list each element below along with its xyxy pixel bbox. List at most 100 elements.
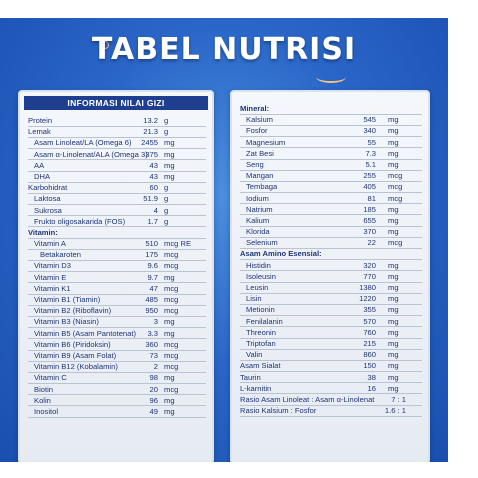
nutrient-row: Vitamin B5 (Asam Pantotenat) 3.3 mg	[28, 329, 206, 339]
nutrient-label: Vitamin C	[34, 373, 67, 383]
nutrient-value: 485	[145, 295, 158, 304]
row-divider	[28, 181, 206, 183]
nutrient-row: Vitamin C 98 mg	[28, 373, 206, 383]
nutrient-row: Vitamin E 9.7 mg	[28, 273, 206, 283]
row-divider	[28, 260, 206, 262]
row-divider	[28, 159, 206, 161]
nutrient-unit: mcg	[164, 362, 179, 372]
nutrient-unit: mg	[388, 159, 399, 169]
nutrient-row: Fosfor 340 mg	[240, 126, 422, 136]
nutrient-label: Asam Linoleat/LA (Omega 6)	[34, 138, 132, 148]
nutrient-row: Threonin 760 mg	[240, 328, 422, 338]
nutrient-unit: mcg	[164, 295, 179, 304]
nutrient-label: Isoleusin	[246, 271, 276, 281]
nutrient-unit: mcg	[388, 182, 403, 192]
nutrient-unit: mg	[388, 271, 399, 281]
row-divider	[240, 158, 422, 160]
nutrient-unit: g	[164, 194, 169, 204]
nutrient-unit: mg	[388, 227, 399, 237]
row-divider	[28, 237, 206, 239]
nutrient-row: Valin 860 mg	[240, 350, 422, 360]
nutrient-unit: g	[164, 216, 169, 226]
nutrient-value: 255	[363, 171, 376, 181]
row-divider	[28, 327, 206, 329]
nutrient-row: Sukrosa 4 g	[28, 206, 206, 216]
nutrient-label: Asam α-Linolenat/ALA (Omega 3)	[34, 149, 148, 159]
nutrient-label: Vitamin K1	[34, 283, 71, 293]
nutrient-value: 370	[363, 227, 376, 237]
nutrient-label: Lemak	[28, 127, 51, 137]
nutrient-row: Karbohidrat 60 g	[28, 183, 206, 193]
row-divider	[28, 215, 206, 217]
nutrient-value: 655	[363, 215, 376, 225]
nutrient-row: Vitamin B3 (Niasin) 3 mg	[28, 317, 206, 327]
nutrient-label: Vitamin B2 (Riboflavin)	[34, 306, 112, 316]
nutrient-value: 96	[149, 395, 158, 405]
row-divider	[240, 415, 422, 417]
row-divider	[28, 405, 206, 407]
nutrient-row: Leusin 1380 mg	[240, 283, 422, 293]
section-label: Vitamin:	[28, 227, 58, 237]
nutrient-unit: mcg	[164, 261, 179, 271]
nutrient-label: Seng	[246, 159, 264, 169]
nutrition-rows-right: Mineral: Kalsium 545 mg Fosfor 340 mg Magnesium…	[232, 92, 428, 417]
nutrient-unit: mcg	[164, 306, 179, 316]
nutrient-row: Triptofan 215 mg	[240, 339, 422, 349]
nutrient-value: 51.9	[143, 194, 158, 204]
row-divider	[28, 360, 206, 362]
nutrient-value: 98	[149, 373, 158, 383]
row-divider	[28, 136, 206, 138]
nutrient-value: 360	[145, 339, 158, 349]
nutrient-unit: mg	[388, 148, 399, 158]
row-divider	[240, 225, 422, 227]
nutrient-unit: mg	[388, 215, 399, 225]
nutrient-unit: mcg	[164, 339, 179, 349]
row-divider	[28, 383, 206, 385]
row-divider	[240, 281, 422, 283]
nutrient-row: Taurin 38 mg	[240, 373, 422, 383]
nutrient-label: Frukto oligosakarida (FOS)	[34, 216, 126, 226]
nutrient-unit: mg	[164, 171, 175, 181]
row-divider	[28, 204, 206, 206]
nutrient-label: Metionin	[246, 305, 275, 315]
nutrient-label: L-karnitin	[240, 383, 272, 393]
row-divider	[240, 169, 422, 171]
nutrient-row: Asam α-Linolenat/ALA (Omega 3) 375 mg	[28, 150, 206, 160]
nutrient-value: 1220	[359, 294, 376, 304]
nutrient-value: 22	[367, 238, 376, 248]
row-divider	[28, 293, 206, 295]
nutrient-row: Asam Linoleat/LA (Omega 6) 2455 mg	[28, 138, 206, 148]
nutrient-unit: mg	[388, 137, 399, 147]
row-divider	[240, 180, 422, 182]
nutrient-row: Protein 13.2 g	[28, 116, 206, 126]
nutrient-label: Laktosa	[34, 194, 61, 204]
nutrient-value: 760	[363, 327, 376, 337]
row-divider	[28, 315, 206, 317]
nutrient-row: Inositol 49 mg	[28, 407, 206, 417]
page-title: TABEL NUTRISI	[91, 32, 357, 67]
row-divider	[28, 271, 206, 273]
nutrient-label: Magnesium	[246, 137, 286, 147]
nutrient-row: Vitamin A 510 mcg RE	[28, 239, 206, 249]
row-divider	[28, 349, 206, 351]
nutrient-label: Rasio Asam Linoleat : Asam α-Linolenat	[240, 394, 375, 404]
nutrient-value: 47	[149, 283, 158, 293]
row-divider	[240, 348, 422, 350]
nutrient-value: 355	[363, 305, 376, 315]
nutrient-value: 38	[367, 372, 376, 382]
nutrient-unit: mcg	[388, 193, 403, 203]
nutrient-unit: g	[164, 183, 169, 193]
row-divider	[28, 282, 206, 284]
row-divider	[240, 214, 422, 216]
nutrient-unit: mcg RE	[164, 239, 192, 249]
nutrient-label: Inositol	[34, 406, 59, 416]
nutrient-row: Kalium 655 mg	[240, 216, 422, 226]
nutrient-value: 405	[363, 182, 376, 192]
nutrient-label: Sukrosa	[34, 205, 62, 215]
nutrient-value: 3	[153, 317, 158, 327]
nutrient-row: Biotin 20 mcg	[28, 385, 206, 395]
nutrient-row: Vitamin:	[28, 228, 206, 238]
nutrient-label: Iodium	[246, 193, 269, 203]
nutrient-label: Mangan	[246, 171, 274, 181]
nutrient-value: 150	[363, 361, 376, 371]
